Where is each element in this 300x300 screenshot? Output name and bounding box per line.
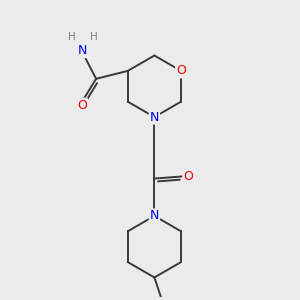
Text: N: N [150,209,159,222]
Text: O: O [77,99,87,112]
Text: H: H [68,32,76,42]
Text: N: N [150,110,159,124]
Text: O: O [183,170,193,183]
Text: H: H [90,32,98,42]
Text: N: N [78,44,88,57]
Text: O: O [176,64,186,77]
